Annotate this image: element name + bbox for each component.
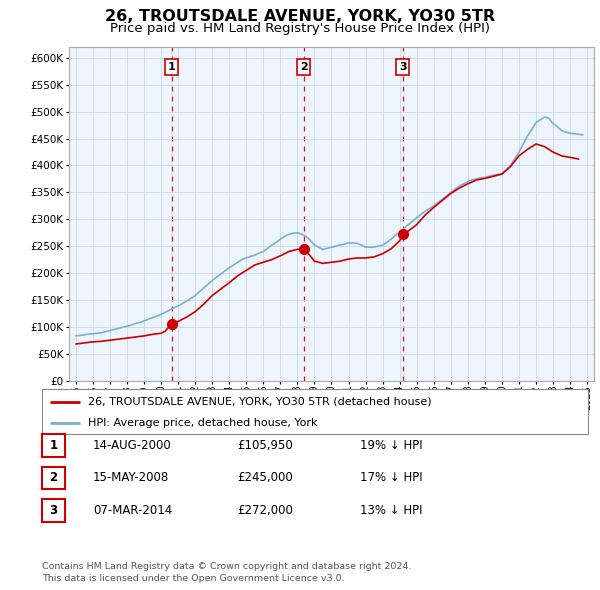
Text: 1: 1 [49, 439, 58, 452]
Text: £105,950: £105,950 [237, 439, 293, 452]
Text: Price paid vs. HM Land Registry's House Price Index (HPI): Price paid vs. HM Land Registry's House … [110, 22, 490, 35]
Text: 15-MAY-2008: 15-MAY-2008 [93, 471, 169, 484]
Text: 26, TROUTSDALE AVENUE, YORK, YO30 5TR: 26, TROUTSDALE AVENUE, YORK, YO30 5TR [105, 9, 495, 24]
Text: 19% ↓ HPI: 19% ↓ HPI [360, 439, 422, 452]
Text: 3: 3 [49, 504, 58, 517]
Text: 17% ↓ HPI: 17% ↓ HPI [360, 471, 422, 484]
Text: 14-AUG-2000: 14-AUG-2000 [93, 439, 172, 452]
Text: 07-MAR-2014: 07-MAR-2014 [93, 504, 172, 517]
Text: HPI: Average price, detached house, York: HPI: Average price, detached house, York [88, 418, 318, 428]
Text: 26, TROUTSDALE AVENUE, YORK, YO30 5TR (detached house): 26, TROUTSDALE AVENUE, YORK, YO30 5TR (d… [88, 397, 432, 407]
Text: This data is licensed under the Open Government Licence v3.0.: This data is licensed under the Open Gov… [42, 574, 344, 583]
Text: £272,000: £272,000 [237, 504, 293, 517]
Text: 1: 1 [168, 62, 175, 72]
Text: Contains HM Land Registry data © Crown copyright and database right 2024.: Contains HM Land Registry data © Crown c… [42, 562, 412, 571]
Text: 2: 2 [300, 62, 308, 72]
Text: 2: 2 [49, 471, 58, 484]
Text: £245,000: £245,000 [237, 471, 293, 484]
Text: 13% ↓ HPI: 13% ↓ HPI [360, 504, 422, 517]
Text: 3: 3 [399, 62, 407, 72]
